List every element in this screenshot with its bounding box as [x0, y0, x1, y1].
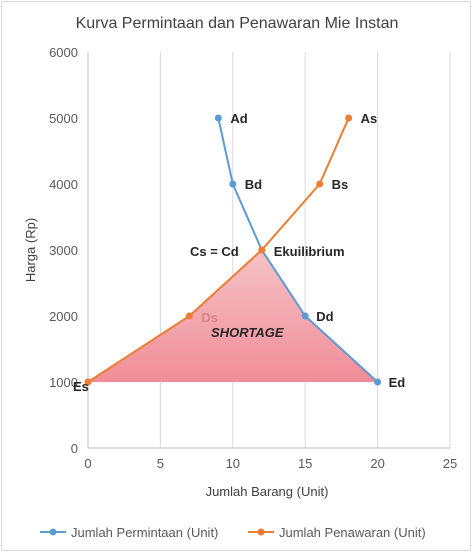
point-label: Ad [230, 111, 247, 126]
point-label: Es [73, 379, 89, 394]
point-label: Ed [389, 375, 406, 390]
point-label: Dd [316, 309, 333, 324]
x-tick-label: 10 [226, 456, 240, 471]
shortage-region [88, 250, 378, 382]
shortage-label: SHORTAGE [211, 325, 284, 340]
point-label: Bd [245, 177, 262, 192]
shortage-polygon [88, 250, 378, 382]
x-tick-label: 20 [370, 456, 384, 471]
data-point-supply [316, 180, 324, 188]
y-tick-label: 6000 [49, 45, 78, 60]
legend-label: Jumlah Permintaan (Unit) [71, 525, 218, 540]
point-labels: Ad Bd Cs = Cd Dd Ed Es Ds Ekuilibrium Bs As SHORTA… [73, 111, 405, 394]
data-point-demand [301, 312, 309, 320]
data-point-supply [185, 312, 193, 320]
legend-marker-supply [257, 528, 265, 536]
y-tick-label: 5000 [49, 111, 78, 126]
y-tick-label: 2000 [49, 309, 78, 324]
data-point-demand [374, 378, 382, 386]
point-label: As [361, 111, 378, 126]
x-axis-label: Jumlah Barang (Unit) [206, 484, 329, 499]
y-tick-label: 0 [71, 441, 78, 456]
data-point-supply [258, 246, 266, 254]
data-point-demand [229, 180, 237, 188]
data-point-supply [84, 378, 92, 386]
legend-marker-demand [49, 528, 57, 536]
y-tick-label: 4000 [49, 177, 78, 192]
data-point-demand [214, 114, 222, 122]
point-label: Cs = Cd [190, 244, 239, 259]
x-tick-label: 0 [84, 456, 91, 471]
chart-title: Kurva Permintaan dan Penawaran Mie Insta… [76, 15, 399, 32]
x-tick-label: 15 [298, 456, 312, 471]
x-tick-label: 5 [157, 456, 164, 471]
point-label: Ekuilibrium [274, 244, 345, 259]
series-lines [84, 114, 382, 386]
y-tick-label: 1000 [49, 375, 78, 390]
legend-label: Jumlah Penawaran (Unit) [279, 525, 426, 540]
axes: 0 5 10 15 20 25 0 1000 2000 3000 4000 5000 6000 [49, 45, 457, 471]
data-point-supply [345, 114, 353, 122]
y-axis-label: Harga (Rp) [23, 218, 38, 282]
x-tick-label: 25 [443, 456, 457, 471]
y-tick-label: 3000 [49, 243, 78, 258]
point-label: Bs [332, 177, 349, 192]
legend: Jumlah Permintaan (Unit) Jumlah Penawaran… [40, 525, 426, 540]
point-label: Ds [201, 310, 218, 325]
